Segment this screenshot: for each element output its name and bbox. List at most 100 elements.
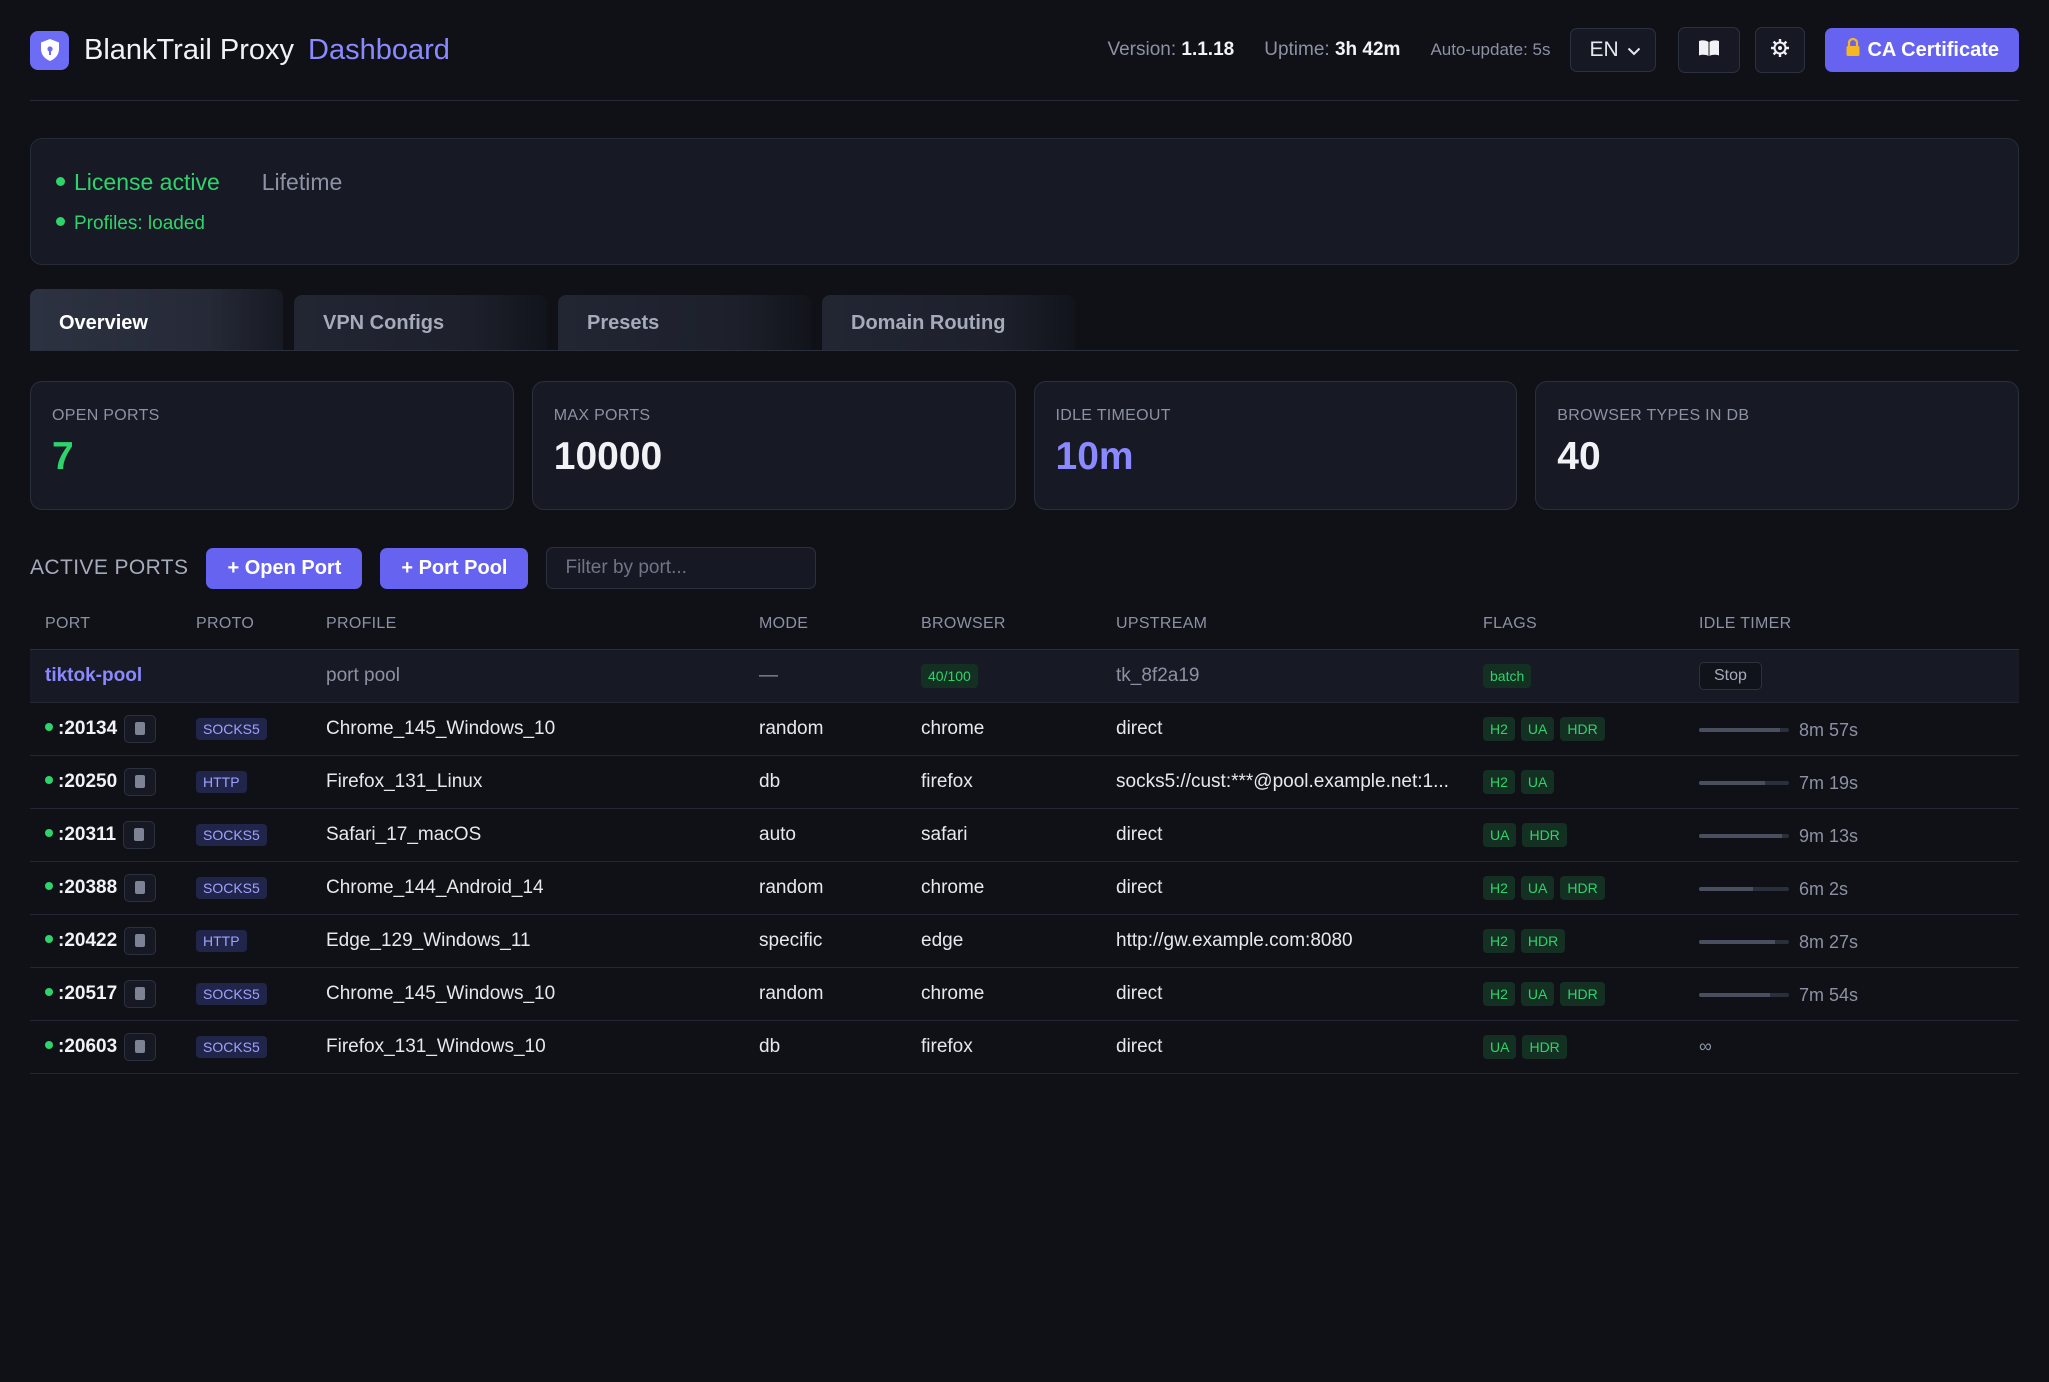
port-pool-button[interactable]: + Port Pool: [380, 547, 529, 589]
flag-badge: UA: [1520, 875, 1555, 900]
app-title: BlankTrail Proxy: [84, 33, 295, 66]
flags-cell: H2 HDR: [1468, 914, 1684, 968]
flags-cell: UA HDR: [1468, 808, 1684, 862]
pool-row[interactable]: tiktok-pool port pool — 40/100 tk_8f2a19…: [30, 649, 2019, 703]
proto-badge: SOCKS5: [196, 982, 267, 1005]
stats-row: OPEN PORTS 7 MAX PORTS 10000 IDLE TIMEOU…: [30, 381, 2019, 510]
pool-name[interactable]: tiktok-pool: [45, 664, 143, 686]
pool-upstream-cell: tk_8f2a19: [1101, 649, 1468, 703]
status-dot: [45, 722, 53, 731]
timer-cell: 8m 57s: [1684, 702, 2019, 756]
column-header: FLAGS: [1468, 615, 1684, 650]
table-row[interactable]: :20517 SOCKS5 Chrome_145_Windows_10 rand…: [30, 967, 2019, 1021]
flag-badge: HDR: [1560, 875, 1605, 900]
flag-badge: HDR: [1560, 981, 1605, 1006]
proto-badge: HTTP: [196, 770, 247, 793]
idle-timer-fill: [1699, 993, 1771, 998]
flags-cell: H2 UA: [1468, 755, 1684, 809]
mode-cell: db: [744, 755, 906, 809]
dashboard-page: BlankTrail Proxy Dashboard Version: 1.1.…: [30, 0, 2019, 1074]
clipboard-glyph: [135, 775, 146, 788]
copy-icon[interactable]: [124, 714, 157, 743]
copy-icon[interactable]: [124, 767, 157, 796]
mode-cell: db: [744, 1020, 906, 1074]
tab-vpn-configs[interactable]: VPN Configs: [294, 295, 547, 350]
mode-cell: random: [744, 861, 906, 915]
mode-cell: auto: [744, 808, 906, 862]
copy-icon[interactable]: [124, 979, 157, 1008]
idle-timer-bar: [1699, 940, 1789, 945]
app-subtitle: Dashboard: [308, 33, 450, 66]
idle-timer-fill: [1699, 940, 1776, 945]
port-filter-input[interactable]: [546, 547, 817, 589]
stat-value: 7: [52, 435, 74, 478]
browser-cell: edge: [906, 914, 1101, 968]
timer-cell: 7m 19s: [1684, 755, 2019, 809]
batch-badge: batch: [1483, 663, 1532, 688]
chevron-down-icon: [1627, 38, 1641, 62]
clipboard-glyph: [135, 934, 146, 947]
port-value: :20388: [58, 876, 118, 898]
stat-browser-types: BROWSER TYPES IN DB 40: [1535, 381, 2019, 510]
timer-cell: 7m 54s: [1684, 967, 2019, 1021]
stat-idle-timeout: IDLE TIMEOUT 10m: [1033, 381, 1518, 510]
stop-pool-button[interactable]: Stop: [1699, 661, 1762, 690]
copy-icon[interactable]: [124, 926, 157, 955]
table-row[interactable]: :20603 SOCKS5 Firefox_131_Windows_10 db …: [30, 1020, 2019, 1074]
idle-timer-value: 8m 57s: [1799, 719, 1859, 740]
copy-icon[interactable]: [124, 873, 157, 902]
license-status: License active: [56, 169, 220, 196]
ports-table: PORT PROTO PROFILE MODE BROWSER UPSTREAM FLAGS…: [30, 615, 2019, 1074]
stat-label: OPEN PORTS: [52, 407, 160, 424]
upstream-cell: direct: [1101, 967, 1468, 1021]
idle-timer-value: 7m 19s: [1799, 772, 1859, 793]
port-number: :20388: [45, 877, 117, 898]
tab-domain-routing[interactable]: Domain Routing: [822, 295, 1075, 350]
flags-cell: H2 UA HDR: [1468, 861, 1684, 915]
pool-name-cell: tiktok-pool: [30, 649, 181, 703]
table-row[interactable]: :20422 HTTP Edge_129_Windows_11 specific…: [30, 914, 2019, 968]
copy-icon[interactable]: [124, 1032, 157, 1061]
port-number: :20311: [45, 824, 116, 845]
idle-timer-fill: [1699, 728, 1780, 733]
clipboard-glyph: [135, 881, 146, 894]
settings-button[interactable]: [1755, 27, 1806, 73]
table-row[interactable]: :20311 SOCKS5 Safari_17_macOS auto safar…: [30, 808, 2019, 862]
version-info: Version: 1.1.18: [1107, 39, 1234, 61]
idle-timer: 6m 2s: [1699, 879, 1848, 900]
language-select[interactable]: EN: [1570, 28, 1657, 72]
flag-badge: HDR: [1560, 716, 1605, 741]
pool-flags-cell: batch: [1468, 649, 1684, 703]
profiles-status-text: Profiles: loaded: [74, 213, 205, 234]
copy-icon[interactable]: [123, 820, 156, 849]
status-dot: [45, 881, 53, 890]
stat-label: BROWSER TYPES IN DB: [1557, 407, 1750, 424]
port-cell: :20250: [30, 755, 181, 809]
table-row[interactable]: :20388 SOCKS5 Chrome_144_Android_14 rand…: [30, 861, 2019, 915]
section-title: ACTIVE PORTS: [30, 556, 189, 579]
version-label: Version:: [1107, 39, 1177, 60]
port-number: :20517: [45, 983, 117, 1004]
open-port-button[interactable]: + Open Port: [206, 547, 363, 589]
flag-badge: UA: [1520, 716, 1555, 741]
table-body: tiktok-pool port pool — 40/100 tk_8f2a19…: [30, 649, 2019, 1074]
clipboard-glyph: [135, 722, 146, 735]
port-number: :20603: [45, 1036, 117, 1057]
tab-presets[interactable]: Presets: [558, 295, 811, 350]
flag-badge: UA: [1520, 981, 1555, 1006]
profile-cell: Chrome_145_Windows_10: [311, 967, 744, 1021]
uptime-value: 3h 42m: [1334, 39, 1401, 60]
table-row[interactable]: :20250 HTTP Firefox_131_Linux db firefox…: [30, 755, 2019, 809]
idle-timer-bar: [1699, 993, 1789, 998]
mode-cell: random: [744, 702, 906, 756]
port-cell: :20603: [30, 1020, 181, 1074]
column-header: BROWSER: [906, 615, 1101, 650]
ca-certificate-button[interactable]: CA Certificate: [1825, 28, 2019, 72]
upstream-cell: direct: [1101, 808, 1468, 862]
flags-cell: H2 UA HDR: [1468, 967, 1684, 1021]
profile-cell: Firefox_131_Linux: [311, 755, 744, 809]
docs-button[interactable]: [1678, 27, 1741, 73]
tab-overview[interactable]: Overview: [30, 289, 283, 350]
idle-timer-fill: [1699, 781, 1765, 786]
table-row[interactable]: :20134 SOCKS5 Chrome_145_Windows_10 rand…: [30, 702, 2019, 756]
